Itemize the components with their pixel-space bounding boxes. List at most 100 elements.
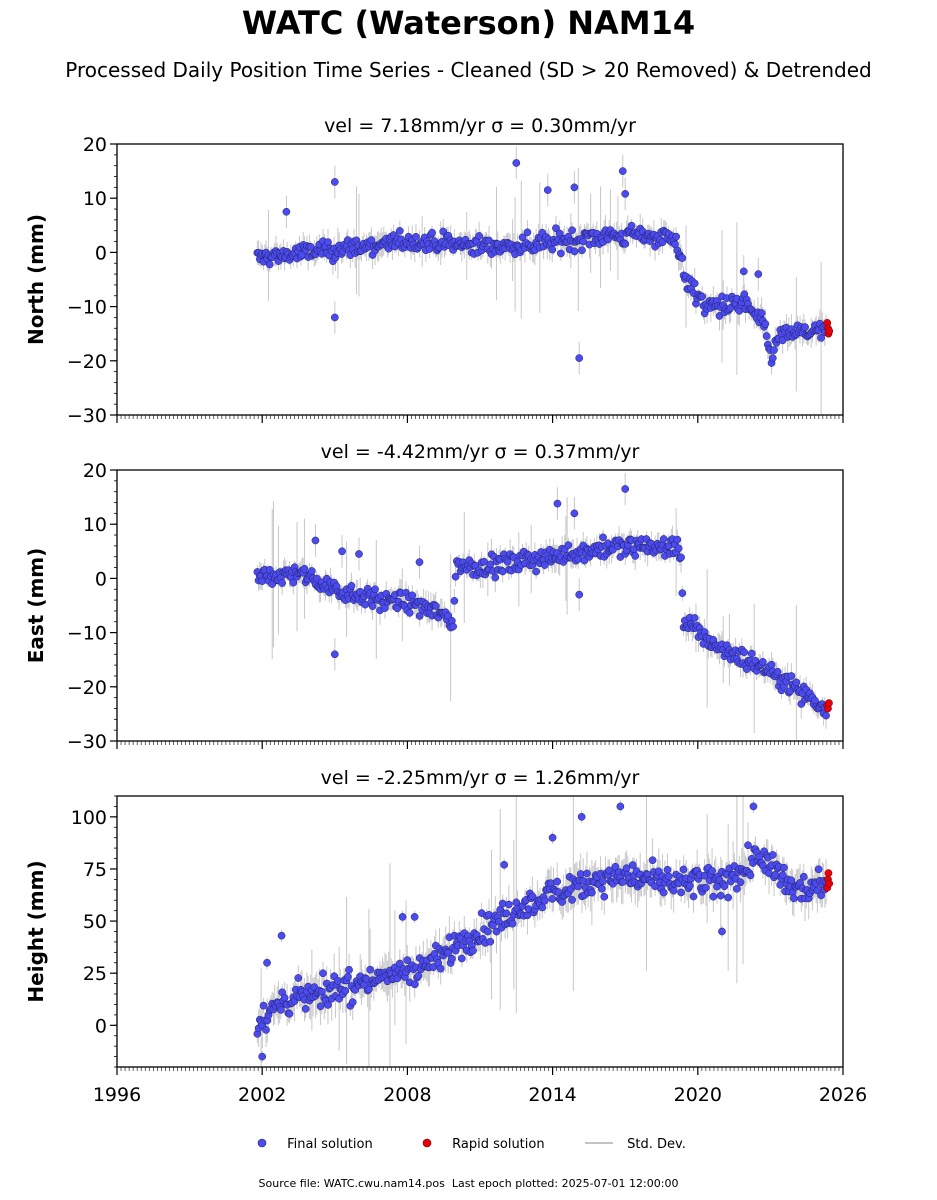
- final-point: [367, 236, 376, 244]
- final-point: [300, 564, 309, 573]
- final-point: [408, 591, 417, 600]
- y-tick-label: 10: [83, 514, 107, 536]
- legend-final-marker: [257, 1138, 267, 1148]
- final-point-outlier: [512, 159, 521, 167]
- final-point: [259, 1001, 268, 1010]
- final-point: [578, 246, 586, 255]
- final-point: [611, 862, 620, 871]
- rapid-point: [824, 869, 833, 877]
- final-point: [759, 658, 767, 666]
- y-tick-label: 0: [95, 568, 107, 590]
- final-point: [669, 886, 678, 895]
- final-point: [347, 581, 356, 590]
- final-point: [403, 956, 412, 964]
- final-point: [414, 971, 423, 980]
- final-point: [770, 346, 778, 354]
- final-point: [395, 959, 404, 968]
- y-tick-label: 50: [83, 911, 107, 933]
- final-point: [324, 238, 332, 247]
- y-tick-label: 100: [71, 807, 107, 829]
- final-point: [265, 260, 274, 269]
- final-point-outlier: [621, 485, 630, 493]
- final-point: [579, 237, 588, 246]
- final-point: [457, 954, 466, 963]
- final-point: [792, 678, 801, 687]
- final-point: [532, 567, 540, 576]
- final-point: [664, 872, 673, 881]
- north-y-label: North (mm): [24, 214, 48, 345]
- x-tick-label: 1996: [93, 1084, 141, 1106]
- final-point: [395, 227, 404, 235]
- final-point: [564, 541, 573, 549]
- final-point: [736, 878, 745, 887]
- last-epoch-label: Last epoch plotted:: [451, 1177, 559, 1190]
- final-point: [405, 609, 414, 617]
- final-point: [410, 980, 419, 989]
- final-point: [817, 333, 825, 342]
- final-point: [678, 254, 687, 262]
- final-point-outlier: [410, 913, 419, 921]
- rapid-point: [825, 879, 834, 888]
- legend-final: Final solution: [255, 1136, 373, 1152]
- final-point-outlier: [258, 1052, 267, 1061]
- final-point: [278, 579, 286, 587]
- final-point: [508, 919, 517, 928]
- x-tick-label: 2002: [238, 1084, 286, 1106]
- final-point-outlier: [553, 499, 562, 508]
- final-point: [343, 973, 352, 981]
- final-point: [674, 544, 683, 553]
- y-tick-label: −30: [67, 731, 107, 753]
- final-point-outlier: [415, 558, 424, 566]
- final-point: [720, 882, 729, 891]
- final-point: [659, 535, 668, 543]
- final-point: [672, 232, 680, 241]
- final-point: [619, 878, 627, 886]
- final-point: [631, 552, 640, 560]
- final-point-outlier: [338, 547, 346, 556]
- east-std-dev-bars: [256, 472, 827, 741]
- final-point: [568, 896, 576, 904]
- final-point-outlier: [616, 802, 625, 811]
- final-point: [773, 667, 782, 676]
- final-point-outlier: [330, 178, 339, 186]
- final-point: [716, 891, 725, 900]
- final-point: [673, 535, 682, 544]
- final-point: [787, 876, 796, 885]
- legend-rapid: Rapid solution: [420, 1136, 545, 1152]
- final-point: [678, 589, 687, 597]
- final-point: [450, 597, 459, 605]
- source-footer: Source file: WATC.cwu.nam14.pos Last epo…: [0, 1177, 937, 1190]
- legend-rapid-marker: [422, 1138, 432, 1148]
- final-point: [778, 871, 787, 879]
- final-point: [817, 891, 825, 900]
- north-panel-title: vel = 7.18mm/yr σ = 0.30mm/yr: [324, 115, 636, 137]
- final-point-outlier: [500, 860, 509, 869]
- legend-rapid-label: Rapid solution: [452, 1137, 545, 1152]
- final-point: [799, 872, 808, 881]
- north-axes-frame: [116, 143, 844, 416]
- final-point: [685, 881, 694, 890]
- panel-height: 100 75 50 25 0 1996 2002 2008 2014 2020 2026 vel = …: [24, 767, 867, 1106]
- final-point: [822, 711, 830, 720]
- final-point: [277, 1006, 285, 1014]
- final-point: [345, 966, 353, 974]
- final-point: [747, 649, 756, 658]
- final-point: [469, 946, 477, 955]
- north-x-axis: [116, 415, 844, 423]
- final-point: [538, 903, 547, 912]
- height-final-points: [253, 802, 830, 1061]
- final-point-outlier: [548, 833, 557, 842]
- final-point: [740, 648, 749, 657]
- final-point: [294, 974, 303, 982]
- y-tick-label: −20: [67, 351, 107, 373]
- final-point-outlier: [330, 313, 339, 322]
- y-tick-label: −30: [67, 405, 107, 427]
- east-plot-area: [253, 472, 833, 741]
- north-y-axis: 20 10 0 −10 −20 −30: [67, 134, 117, 427]
- final-point: [557, 249, 565, 258]
- height-plot-area: [253, 796, 834, 1067]
- final-point-outlier: [543, 186, 552, 194]
- final-point: [768, 354, 777, 362]
- final-point-outlier: [263, 958, 271, 967]
- final-point-outlier: [355, 550, 363, 558]
